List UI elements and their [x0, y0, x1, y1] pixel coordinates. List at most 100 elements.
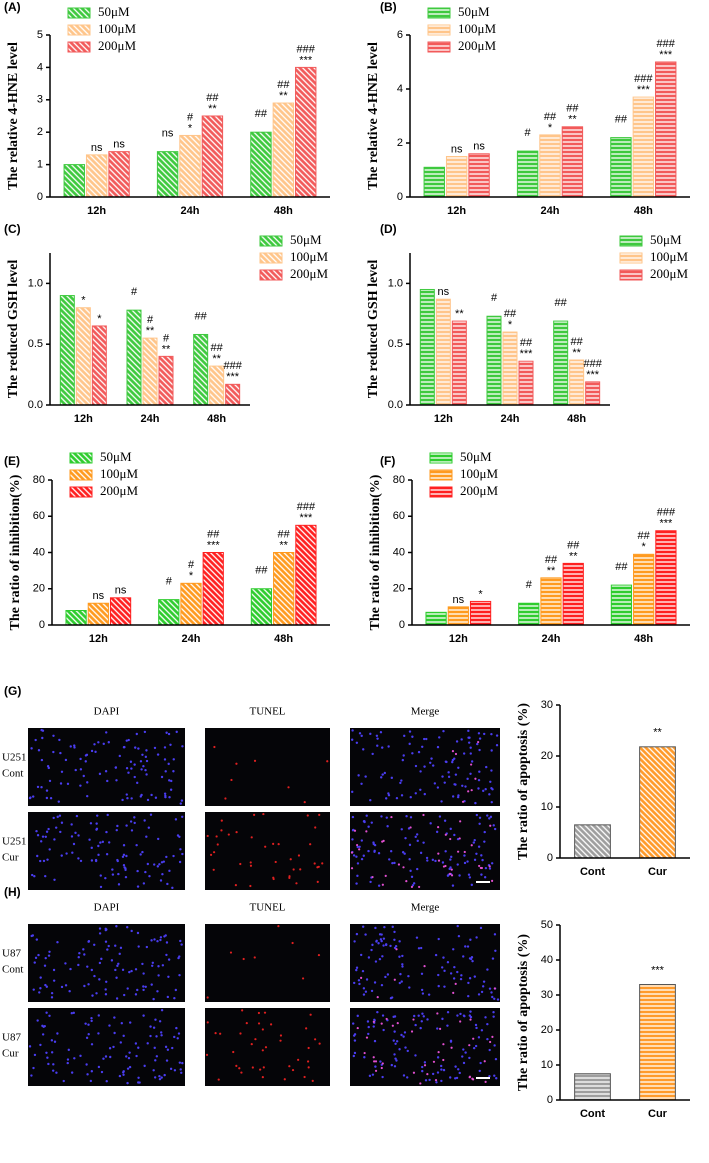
cell	[407, 974, 410, 978]
cell	[145, 945, 149, 949]
cell	[350, 867, 354, 870]
cell	[474, 1044, 478, 1048]
cell	[453, 965, 456, 969]
bar	[425, 611, 447, 626]
cell	[489, 780, 492, 783]
cell	[52, 979, 56, 982]
cell	[74, 768, 77, 772]
cell	[115, 828, 118, 832]
cell	[150, 793, 153, 797]
cell	[490, 769, 493, 772]
cell	[279, 1034, 283, 1037]
cell	[437, 984, 440, 988]
cell	[395, 948, 398, 951]
cell	[385, 1017, 388, 1021]
cell	[449, 858, 452, 861]
cell	[249, 884, 252, 888]
cell	[86, 1073, 89, 1076]
cell	[451, 750, 455, 753]
cell	[209, 853, 213, 856]
cell	[38, 991, 41, 994]
cell	[125, 824, 128, 827]
cell	[461, 1055, 464, 1058]
cell	[216, 843, 219, 846]
cell	[446, 1024, 449, 1027]
cell	[360, 857, 364, 861]
cell	[368, 1074, 372, 1078]
legend-swatch	[69, 469, 93, 481]
cell	[206, 996, 209, 999]
cell	[457, 1068, 460, 1071]
cell	[105, 853, 109, 856]
cell	[422, 737, 426, 741]
bar	[87, 602, 109, 626]
cell	[105, 731, 108, 734]
micrograph	[28, 1008, 185, 1086]
bar	[295, 524, 317, 626]
cell	[262, 1066, 265, 1069]
cell	[364, 990, 368, 993]
significance: ***	[520, 348, 534, 360]
cell	[477, 732, 481, 735]
cell	[411, 752, 414, 755]
cell	[419, 770, 422, 773]
cell	[352, 1022, 355, 1025]
cell	[72, 842, 76, 846]
cell	[478, 816, 482, 819]
column-label: DAPI	[94, 902, 120, 914]
cell	[456, 924, 459, 928]
cell	[96, 814, 99, 817]
cell	[70, 1071, 74, 1074]
cell	[419, 788, 422, 792]
cell	[373, 981, 377, 984]
cell	[64, 758, 68, 762]
cell	[370, 989, 374, 993]
cell	[360, 734, 363, 738]
significance: ##	[206, 92, 219, 104]
cell	[493, 997, 496, 1000]
panel-label: (D)	[380, 222, 397, 236]
cell	[261, 1028, 264, 1031]
cell	[441, 775, 444, 778]
bar	[486, 315, 502, 406]
cell	[121, 968, 125, 972]
cell	[122, 844, 126, 847]
cell	[425, 737, 428, 741]
cell	[89, 1079, 93, 1083]
cell	[471, 959, 474, 963]
cell	[384, 797, 388, 800]
cell	[98, 932, 102, 935]
cell	[163, 1073, 166, 1077]
cell	[470, 760, 474, 763]
cell	[253, 759, 257, 762]
cell	[29, 796, 32, 799]
cell	[434, 953, 438, 957]
cell	[84, 754, 88, 757]
micrograph	[205, 728, 330, 806]
legend-swatch	[69, 452, 93, 464]
cell	[458, 1071, 461, 1075]
cell	[71, 851, 74, 854]
cell	[496, 998, 500, 1001]
cell	[374, 1069, 378, 1072]
cell	[477, 845, 481, 848]
cell	[257, 1022, 261, 1025]
legend-swatch	[429, 486, 453, 498]
cell	[448, 872, 452, 875]
cell	[422, 813, 425, 817]
cell	[369, 880, 372, 884]
cell	[39, 1043, 42, 1047]
cell	[373, 1018, 376, 1022]
cell	[174, 818, 178, 821]
cell	[137, 1076, 140, 1079]
cell	[55, 1071, 58, 1074]
cell	[394, 945, 398, 948]
cell	[172, 770, 175, 773]
cell	[421, 745, 424, 748]
cell	[449, 1076, 452, 1079]
significance: *	[478, 588, 483, 600]
cell	[484, 1080, 487, 1083]
significance: *	[97, 313, 102, 325]
cell	[142, 1014, 145, 1017]
cell	[98, 927, 102, 930]
